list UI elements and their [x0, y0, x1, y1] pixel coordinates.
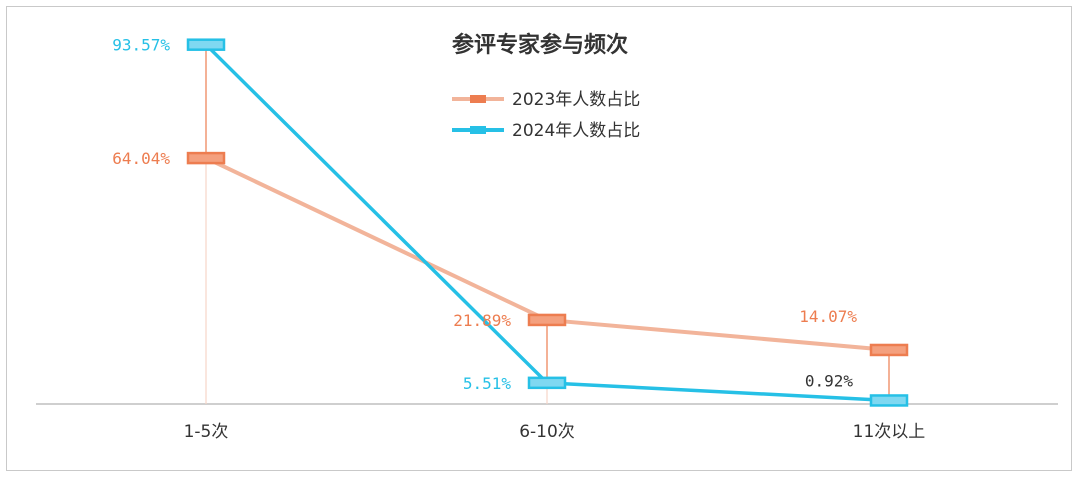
- marker-2023-0: [186, 151, 226, 165]
- data-label-2023-2: 14.07%: [799, 307, 857, 326]
- x-tick-label: 11次以上: [853, 422, 926, 442]
- x-tick-labels: 1-5次 6-10次 11次以上: [184, 422, 926, 442]
- marker-2024-0: [186, 38, 226, 51]
- marker-2024-1: [527, 376, 567, 390]
- x-tick-label: 6-10次: [519, 422, 575, 442]
- legend: 2023年人数占比 2024年人数占比: [452, 90, 640, 141]
- legend-item-2024: 2024年人数占比: [452, 121, 640, 141]
- data-markers: [186, 38, 909, 407]
- marker-2024-2: [869, 394, 909, 407]
- x-tick-label: 1-5次: [184, 422, 229, 442]
- legend-marker-2024: [470, 126, 486, 134]
- legend-label-2024: 2024年人数占比: [512, 121, 640, 141]
- legend-marker-2023: [470, 95, 486, 103]
- data-labels: 64.04% 21.89% 14.07% 93.57% 5.51% 0.92%: [112, 36, 857, 393]
- legend-item-2023: 2023年人数占比: [452, 90, 640, 110]
- marker-2023-2: [869, 343, 909, 357]
- marker-2023-1: [527, 313, 567, 327]
- data-label-2024-2: 0.92%: [805, 371, 854, 390]
- chart-frame: [6, 6, 1072, 471]
- chart-title: 参评专家参与频次: [452, 32, 628, 58]
- data-label-2024-0: 93.57%: [112, 36, 170, 55]
- data-label-2024-1: 5.51%: [463, 374, 512, 393]
- legend-label-2023: 2023年人数占比: [512, 90, 640, 110]
- data-label-2023-1: 21.89%: [453, 311, 511, 330]
- data-label-2023-0: 64.04%: [112, 149, 170, 168]
